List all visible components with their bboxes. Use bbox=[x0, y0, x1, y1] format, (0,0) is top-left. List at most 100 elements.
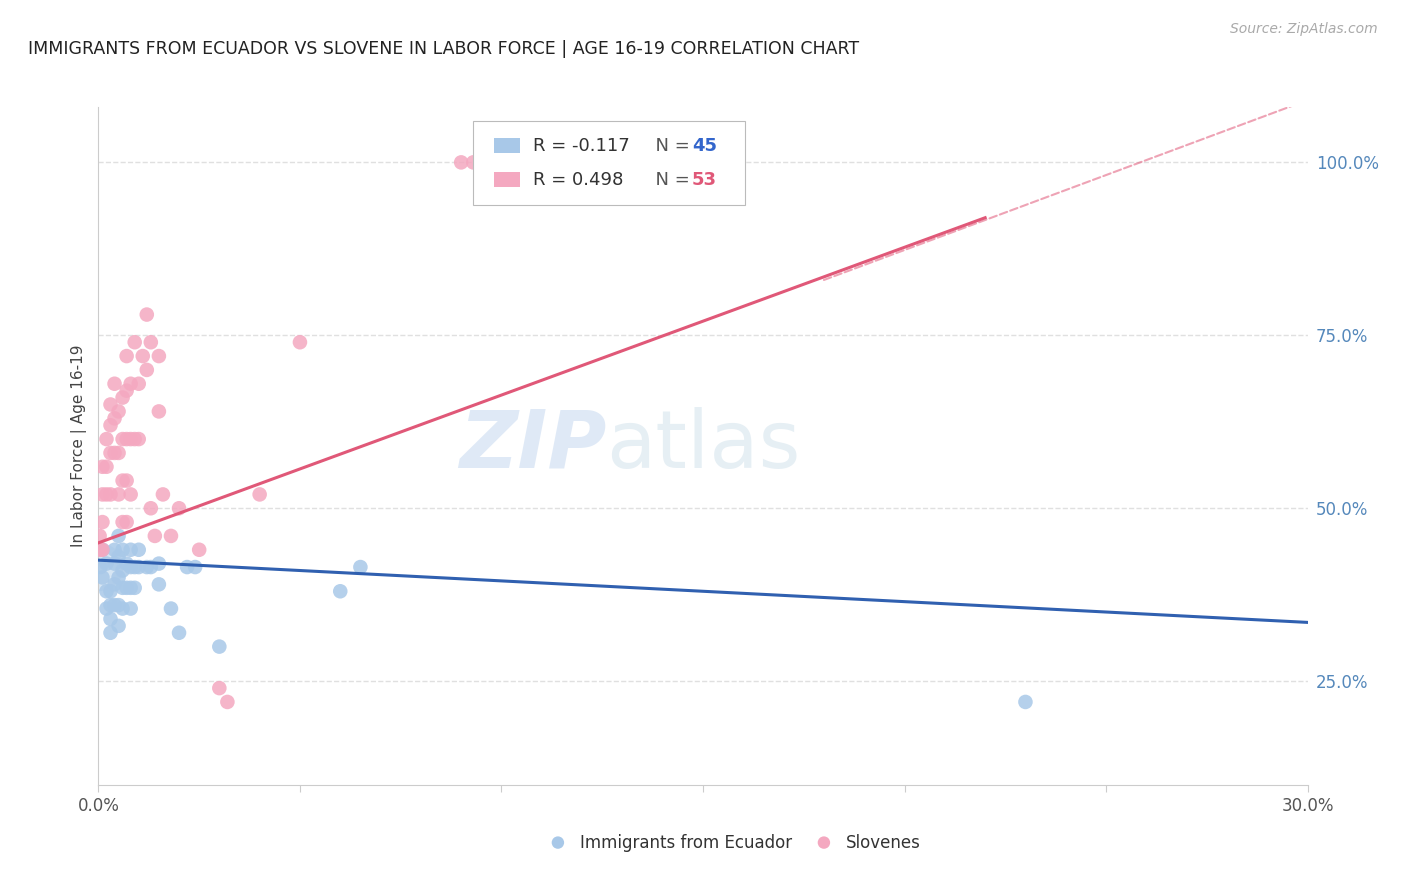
Point bbox=[107, 598, 129, 612]
Point bbox=[96, 487, 118, 501]
Point bbox=[148, 404, 170, 418]
Text: 53: 53 bbox=[692, 170, 717, 188]
Point bbox=[111, 515, 134, 529]
Point bbox=[120, 542, 142, 557]
FancyBboxPatch shape bbox=[494, 172, 520, 187]
Point bbox=[184, 560, 207, 574]
Point bbox=[91, 515, 114, 529]
Point bbox=[103, 446, 125, 460]
Point bbox=[128, 542, 150, 557]
Text: N =: N = bbox=[644, 170, 695, 188]
Text: atlas: atlas bbox=[606, 407, 800, 485]
Point bbox=[103, 542, 125, 557]
Point bbox=[100, 397, 122, 411]
Point bbox=[96, 557, 118, 571]
Point bbox=[135, 560, 157, 574]
Point bbox=[1014, 695, 1036, 709]
Point bbox=[120, 487, 142, 501]
Point bbox=[115, 349, 138, 363]
Text: R = -0.117: R = -0.117 bbox=[533, 136, 630, 154]
Point bbox=[167, 501, 190, 516]
Point bbox=[128, 560, 150, 574]
Text: 45: 45 bbox=[692, 136, 717, 154]
Point bbox=[188, 542, 211, 557]
Text: IMMIGRANTS FROM ECUADOR VS SLOVENE IN LABOR FORCE | AGE 16-19 CORRELATION CHART: IMMIGRANTS FROM ECUADOR VS SLOVENE IN LA… bbox=[28, 40, 859, 58]
Point bbox=[115, 515, 138, 529]
Point bbox=[107, 549, 129, 564]
Point bbox=[115, 432, 138, 446]
Point bbox=[349, 560, 371, 574]
Point bbox=[450, 155, 472, 169]
Point bbox=[107, 529, 129, 543]
Point bbox=[100, 598, 122, 612]
Point bbox=[128, 432, 150, 446]
Point bbox=[91, 459, 114, 474]
Point bbox=[208, 640, 231, 654]
Point bbox=[91, 487, 114, 501]
Point bbox=[115, 384, 138, 398]
Text: Source: ZipAtlas.com: Source: ZipAtlas.com bbox=[1230, 22, 1378, 37]
Point bbox=[329, 584, 352, 599]
Text: ZIP: ZIP bbox=[458, 407, 606, 485]
Point bbox=[124, 581, 146, 595]
Text: Slovenes: Slovenes bbox=[845, 834, 921, 852]
Point bbox=[96, 584, 118, 599]
Point bbox=[96, 601, 118, 615]
Point bbox=[111, 564, 134, 578]
Point bbox=[120, 601, 142, 615]
Point bbox=[124, 335, 146, 350]
Point bbox=[91, 570, 114, 584]
Point bbox=[249, 487, 271, 501]
Point bbox=[217, 695, 239, 709]
Point bbox=[463, 155, 485, 169]
Point bbox=[160, 601, 183, 615]
Point bbox=[115, 581, 138, 595]
Point bbox=[124, 560, 146, 574]
Point bbox=[132, 349, 155, 363]
Point bbox=[111, 474, 134, 488]
Point bbox=[148, 557, 170, 571]
Point bbox=[139, 335, 162, 350]
Point bbox=[111, 581, 134, 595]
Point bbox=[152, 487, 174, 501]
Point bbox=[111, 601, 134, 615]
Text: R = 0.498: R = 0.498 bbox=[533, 170, 623, 188]
Point bbox=[107, 487, 129, 501]
Point bbox=[103, 411, 125, 425]
Point bbox=[120, 376, 142, 391]
Point bbox=[160, 529, 183, 543]
Point bbox=[107, 619, 129, 633]
Point bbox=[115, 474, 138, 488]
Point bbox=[208, 681, 231, 695]
Point bbox=[115, 557, 138, 571]
Point bbox=[100, 625, 122, 640]
Point bbox=[148, 577, 170, 591]
Text: Immigrants from Ecuador: Immigrants from Ecuador bbox=[579, 834, 792, 852]
Point bbox=[96, 432, 118, 446]
Point bbox=[103, 598, 125, 612]
Point bbox=[103, 376, 125, 391]
Point bbox=[120, 560, 142, 574]
Point bbox=[124, 432, 146, 446]
Point bbox=[167, 625, 190, 640]
Point bbox=[100, 584, 122, 599]
Point bbox=[139, 501, 162, 516]
Point bbox=[91, 542, 114, 557]
FancyBboxPatch shape bbox=[474, 120, 745, 205]
Text: N =: N = bbox=[644, 136, 695, 154]
Point bbox=[89, 560, 111, 574]
Point bbox=[100, 487, 122, 501]
Point bbox=[288, 335, 311, 350]
Point bbox=[100, 446, 122, 460]
Point bbox=[89, 560, 111, 574]
Point bbox=[135, 308, 157, 322]
Point bbox=[100, 418, 122, 433]
Point bbox=[120, 432, 142, 446]
Point bbox=[100, 612, 122, 626]
Point bbox=[96, 459, 118, 474]
Point bbox=[89, 542, 111, 557]
Point bbox=[91, 542, 114, 557]
Point bbox=[111, 542, 134, 557]
Point bbox=[143, 529, 166, 543]
Point bbox=[128, 376, 150, 391]
